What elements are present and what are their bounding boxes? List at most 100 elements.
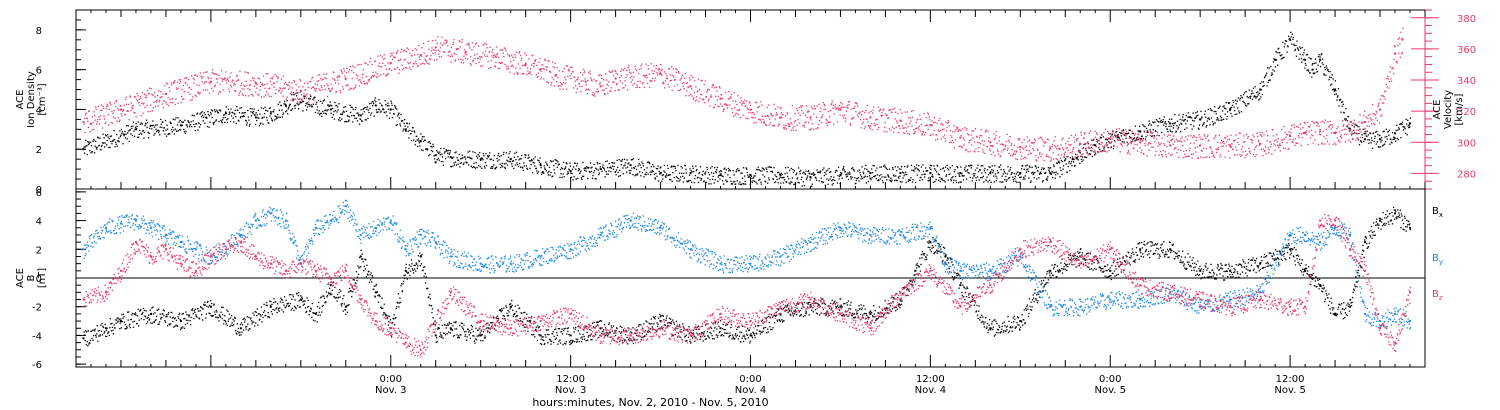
ion-density-series-sample [529, 160, 532, 162]
velocity-series-sample [1045, 141, 1047, 144]
ion-density-series-sample [882, 181, 884, 184]
ion-density-series-sample [432, 143, 434, 146]
ion-density-series-sample [507, 156, 510, 158]
velocity-series-sample [582, 80, 584, 82]
ion-density-series-sample [1098, 147, 1100, 149]
velocity-series-sample [577, 76, 579, 78]
velocity-series-sample [1041, 139, 1044, 141]
ion-density-series-sample [571, 172, 573, 175]
velocity-series-sample [389, 55, 392, 57]
ion-density-series-sample [306, 102, 308, 104]
velocity-series-sample [940, 138, 943, 140]
velocity-series-sample [1022, 147, 1024, 149]
ion-density-series-sample [1171, 118, 1173, 120]
velocity-series-sample [1125, 135, 1127, 137]
velocity-series-sample [825, 118, 827, 120]
ion-density-series-sample [566, 163, 568, 165]
ion-density-series-sample [133, 130, 135, 132]
ion-density-series-sample [355, 117, 358, 120]
velocity-series-sample [271, 78, 274, 80]
ion-density-series-sample [682, 181, 684, 183]
velocity-series-sample [972, 130, 975, 132]
ion-density-series-sample [628, 169, 630, 172]
ion-density-series-sample [431, 146, 433, 148]
ion-density-series-sample [1263, 77, 1266, 79]
ion-density-series-sample [401, 120, 404, 122]
velocity-series-sample [837, 106, 839, 108]
ion-density-series-sample [1064, 159, 1066, 161]
ion-density-series-sample [260, 107, 263, 109]
ion-density-series-sample [87, 140, 89, 143]
ion-density-series-sample [210, 113, 212, 115]
velocity-series-sample [941, 128, 944, 131]
velocity-series-sample [311, 86, 314, 88]
ion-density-series-sample [584, 167, 586, 169]
ion-density-series-sample [651, 170, 653, 172]
velocity-series-sample [351, 77, 353, 80]
ion-density-series-sample [320, 112, 322, 114]
velocity-series-sample [116, 120, 118, 122]
velocity-series-sample [395, 68, 397, 70]
velocity-series-sample [527, 70, 529, 72]
velocity-series-sample [549, 71, 552, 74]
ion-density-series-sample [178, 129, 181, 131]
ion-density-series-sample [1081, 160, 1083, 163]
velocity-series-sample [1143, 130, 1146, 132]
ion-density-series-sample [990, 170, 992, 173]
ion-density-series-sample [1259, 98, 1261, 100]
velocity-series-sample [686, 90, 688, 92]
ion-density-series-sample [706, 166, 708, 169]
velocity-series-sample [1123, 132, 1125, 134]
ion-density-series-sample [1398, 127, 1400, 129]
ion-density-series-sample [1146, 130, 1149, 132]
ion-density-series-sample [356, 120, 359, 122]
velocity-series-sample [196, 84, 198, 86]
velocity-series-sample [787, 122, 789, 125]
velocity-series-sample [496, 52, 499, 55]
velocity-series-sample [803, 124, 805, 126]
velocity-series-sample [293, 81, 296, 83]
velocity-series-sample [1056, 148, 1058, 150]
ion-density-series-sample [1152, 129, 1154, 131]
ion-density-series-sample [567, 172, 570, 175]
velocity-series-sample [330, 90, 332, 92]
velocity-series-sample [1134, 132, 1137, 135]
ion-density-series-sample [618, 159, 620, 161]
velocity-series-sample [1067, 140, 1069, 143]
ion-density-series-sample [188, 125, 191, 128]
velocity-series-sample [1127, 150, 1130, 152]
ion-density-series-sample [1214, 106, 1216, 108]
velocity-series-sample [579, 85, 581, 88]
velocity-series-sample [580, 90, 582, 93]
velocity-series-sample [1036, 160, 1038, 162]
ion-density-series-sample [855, 179, 858, 182]
ion-density-series-sample [278, 109, 280, 111]
velocity-series-sample [227, 80, 230, 82]
ion-density-series-sample [534, 165, 536, 167]
velocity-series-sample [1187, 155, 1189, 158]
ion-density-series-sample [1295, 44, 1297, 47]
velocity-series-sample [482, 52, 484, 54]
velocity-series-sample [154, 96, 156, 98]
velocity-series-sample [694, 100, 696, 102]
velocity-series-sample [122, 109, 125, 112]
velocity-series-sample [892, 131, 895, 133]
ion-density-series-sample [524, 154, 526, 156]
ion-density-series-sample [370, 102, 372, 104]
ion-density-series-sample [638, 163, 640, 165]
ion-density-series-sample [821, 181, 823, 183]
velocity-series-sample [753, 113, 756, 116]
ion-density-series-sample [740, 183, 743, 186]
ion-density-series-sample [1138, 131, 1140, 133]
ion-density-series-sample [1235, 99, 1237, 101]
ion-density-series-sample [221, 119, 224, 121]
velocity-series-sample [161, 96, 163, 98]
velocity-series-sample [1116, 146, 1118, 148]
velocity-series-sample [1120, 143, 1122, 145]
velocity-series-sample [1083, 133, 1086, 135]
ion-density-series-sample [1240, 94, 1242, 97]
velocity-series-sample [668, 68, 671, 70]
velocity-series-sample [220, 70, 223, 72]
velocity-series-sample [113, 102, 116, 104]
velocity-series-sample [807, 110, 809, 112]
